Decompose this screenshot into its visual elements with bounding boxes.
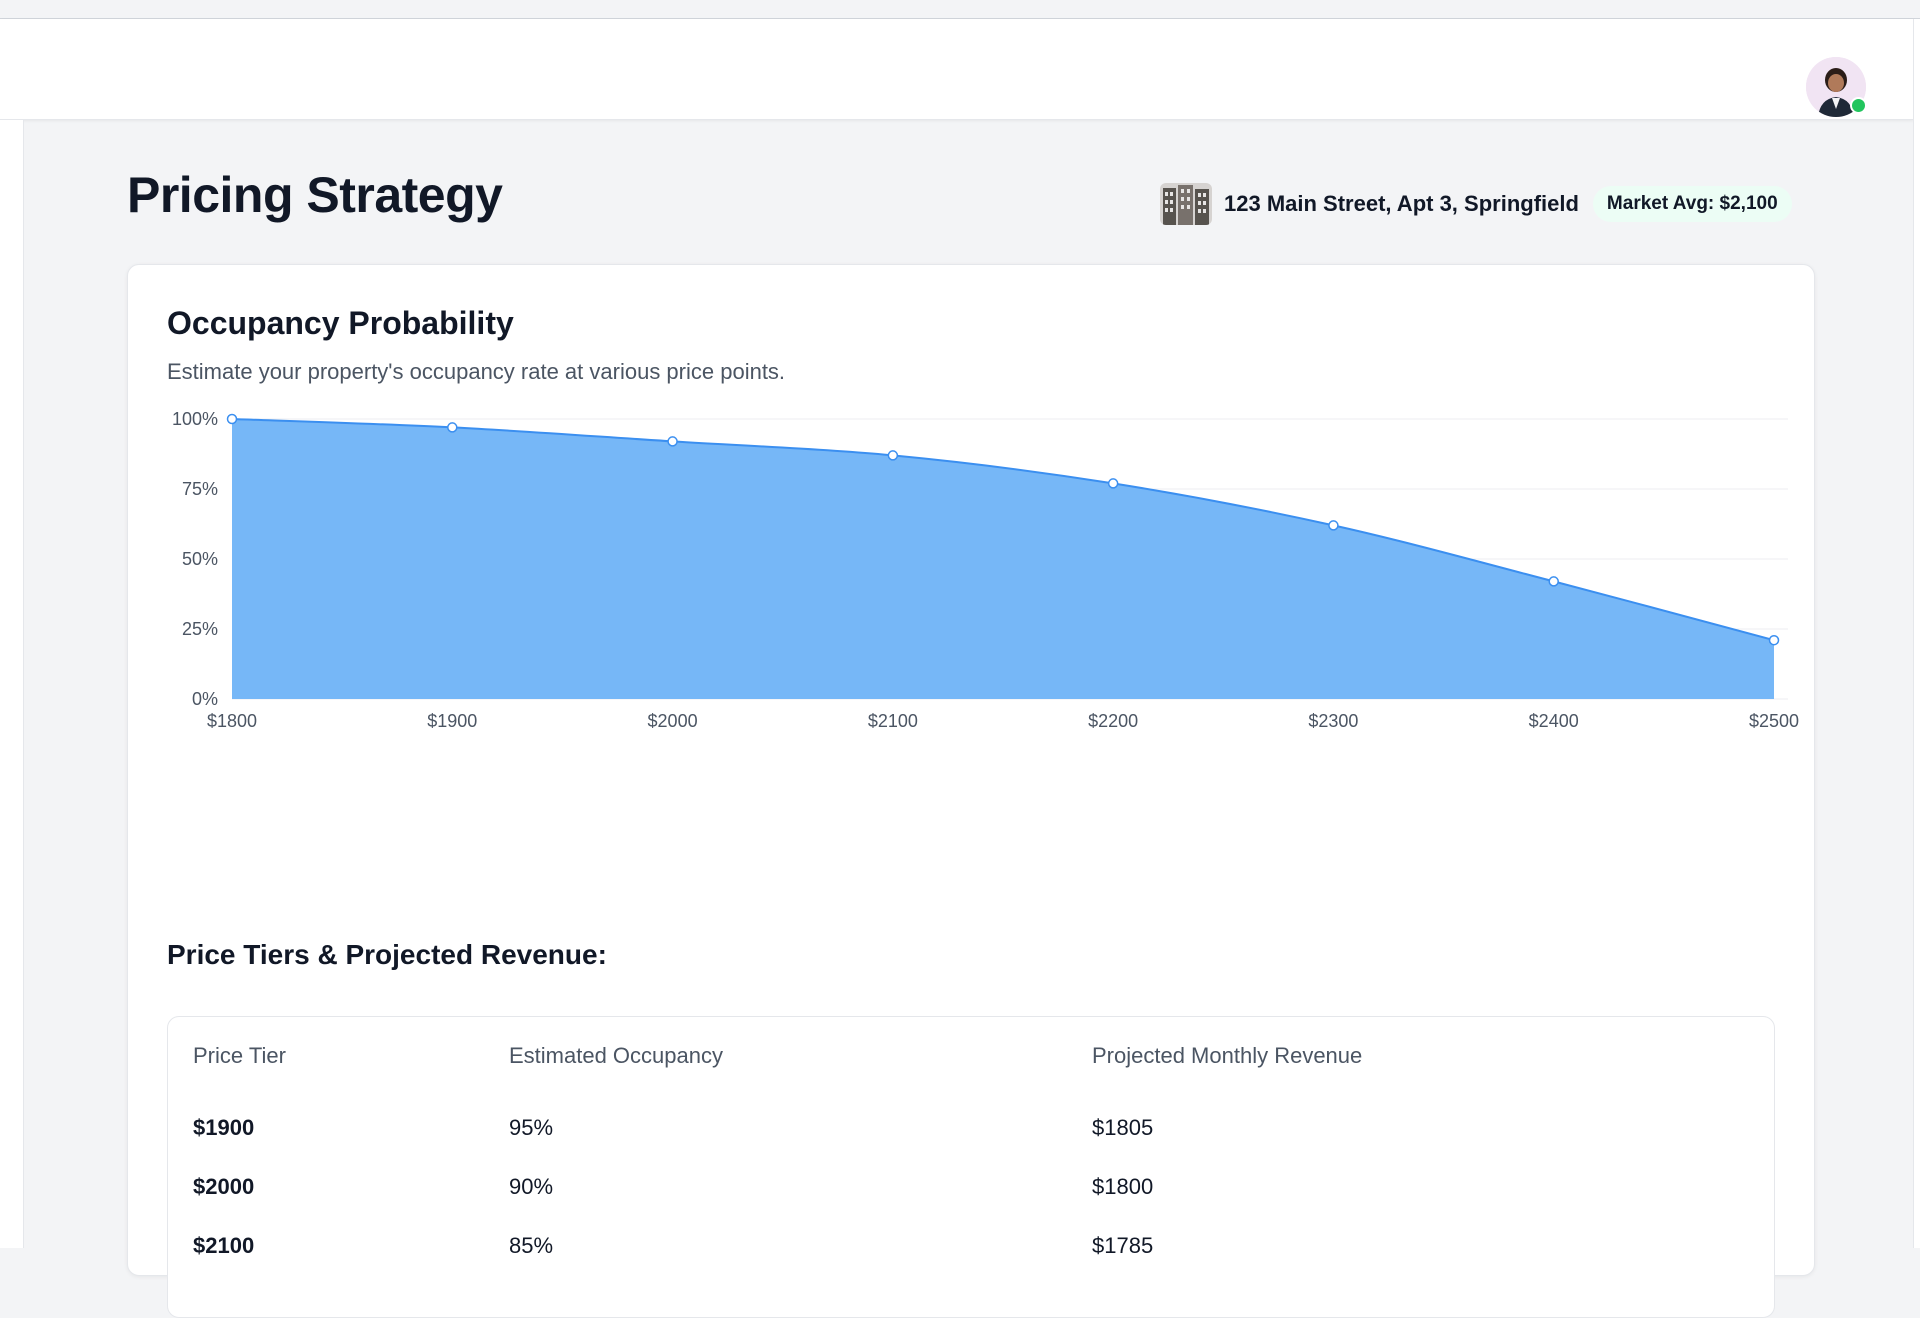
card-subtitle: Estimate your property's occupancy rate …	[167, 359, 786, 384]
occupancy-card: Occupancy Probability Estimate your prop…	[127, 264, 1815, 1318]
x-tick-label: $1800	[207, 711, 257, 731]
y-tick-label: 0%	[192, 689, 218, 709]
x-tick-label: $2500	[1749, 711, 1799, 731]
property-address: 123 Main Street, Apt 3, Springfield	[1224, 191, 1579, 216]
y-tick-label: 100%	[172, 409, 218, 429]
y-tick-label: 25%	[182, 619, 218, 639]
occupancy-cell: 85%	[509, 1233, 554, 1258]
price-tier-cell: $2000	[193, 1174, 255, 1199]
revenue-cell: $1785	[1092, 1233, 1154, 1258]
column-header-occupancy: Estimated Occupancy	[509, 1043, 723, 1068]
revenue-cell: $1805	[1092, 1115, 1154, 1140]
revenue-cell: $1800	[1092, 1174, 1154, 1199]
price-tiers-title: Price Tiers & Projected Revenue:	[167, 939, 607, 970]
data-point	[1107, 478, 1119, 489]
property-info: 123 Main Street, Apt 3, Springfield Mark…	[1160, 182, 1792, 226]
top-bar	[0, 19, 1914, 120]
card-title: Occupancy Probability	[167, 305, 514, 341]
x-tick-label: $2200	[1088, 711, 1138, 731]
data-point	[1548, 576, 1559, 587]
column-header-revenue: Projected Monthly Revenue	[1092, 1043, 1363, 1068]
right-scrollbar-rail	[1913, 19, 1920, 1248]
price-tier-cell: $2100	[193, 1233, 255, 1258]
occupancy-area	[232, 419, 1774, 699]
x-tick-label: $2000	[648, 711, 698, 731]
market-average-badge: Market Avg: $2,100	[1592, 186, 1792, 222]
page-title: Pricing Strategy	[127, 167, 503, 223]
occupancy-cell: 90%	[509, 1174, 554, 1199]
table-row: $1900 95% $1805	[168, 1101, 1774, 1159]
data-point	[1768, 634, 1780, 646]
left-sidebar-edge	[0, 120, 24, 1248]
x-tick-label: $2400	[1529, 711, 1579, 731]
data-point	[226, 413, 238, 425]
occupancy-line	[231, 418, 1775, 642]
y-tick-label: 50%	[182, 549, 218, 569]
window-top-edge	[0, 0, 1920, 19]
table-row: $2100 85% $1785	[168, 1219, 1774, 1277]
chart-svg: 0% 25% 50% 75% 100% $1800 $1900 $2000 $2100 $2200…	[172, 409, 1799, 731]
data-point	[447, 422, 458, 433]
x-tick-label: $1900	[427, 711, 477, 731]
x-tick-label: $2300	[1308, 711, 1358, 731]
online-status-dot	[1850, 97, 1867, 114]
column-header-price-tier: Price Tier	[193, 1043, 286, 1068]
price-tier-cell: $1900	[193, 1115, 255, 1140]
y-tick-label: 75%	[182, 479, 218, 499]
table-row: $2000 90% $1800	[168, 1160, 1774, 1218]
building-thumbnail-icon	[1160, 183, 1212, 225]
data-point	[667, 436, 678, 447]
user-avatar[interactable]	[1806, 57, 1867, 117]
avatar-icon	[1806, 57, 1866, 117]
occupancy-cell: 95%	[509, 1115, 554, 1140]
price-tiers-table: Price Tier Estimated Occupancy Projected…	[167, 1016, 1775, 1318]
x-tick-label: $2100	[868, 711, 918, 731]
occupancy-chart: 0% 25% 50% 75% 100% $1800 $1900 $2000 $2100 $2200…	[128, 405, 1814, 745]
data-point	[1328, 520, 1339, 531]
data-point	[887, 450, 899, 461]
